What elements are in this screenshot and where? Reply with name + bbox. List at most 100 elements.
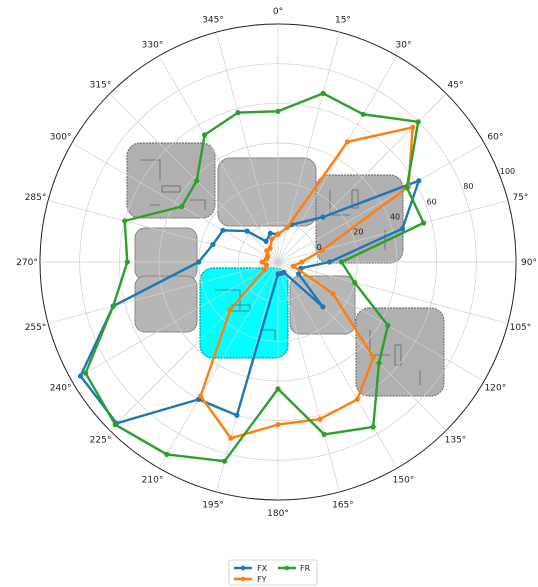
- data-point: [352, 279, 358, 286]
- angle-tick-label: 300°: [50, 133, 72, 143]
- data-point: [370, 354, 376, 360]
- data-point: [228, 435, 234, 441]
- data-point: [344, 139, 350, 145]
- data-point: [235, 110, 241, 116]
- data-point: [275, 108, 281, 114]
- angle-tick-label: 45°: [448, 81, 464, 91]
- data-point: [330, 291, 336, 297]
- angle-tick-label: 210°: [142, 475, 164, 485]
- legend-entry-fr: FR: [278, 564, 311, 573]
- angle-tick-label: 30°: [396, 41, 412, 51]
- data-point: [385, 322, 391, 329]
- data-point: [263, 238, 269, 244]
- angle-tick-label: 330°: [142, 41, 164, 51]
- angular-gridline: [277, 261, 485, 382]
- angular-gridline: [277, 261, 508, 324]
- radial-tick-label: 40: [390, 212, 400, 221]
- angle-tick-label: 75°: [512, 193, 528, 203]
- angle-tick-label: 90°: [521, 258, 537, 268]
- data-point: [124, 259, 130, 265]
- angle-tick-label: 120°: [485, 384, 507, 394]
- legend: FX FY FR: [228, 559, 318, 586]
- legend-label-fy: FY: [257, 575, 267, 584]
- data-point: [320, 90, 326, 96]
- angle-tick-label: 285°: [25, 193, 47, 203]
- angle-tick-label: 60°: [487, 133, 503, 143]
- data-point: [275, 386, 281, 392]
- data-point: [110, 303, 116, 309]
- angular-gridline: [48, 200, 279, 263]
- angle-tick-label: 105°: [510, 323, 532, 333]
- pad: [217, 157, 317, 227]
- pad: [134, 227, 198, 281]
- angular-gridline: [277, 261, 447, 431]
- angular-gridline: [277, 200, 508, 263]
- data-point: [77, 373, 84, 379]
- data-point: [222, 458, 228, 464]
- data-point: [399, 226, 406, 232]
- radial-tick-label: 80: [463, 182, 473, 191]
- legend-label-fr: FR: [300, 564, 311, 573]
- data-point: [202, 132, 208, 138]
- data-point: [338, 259, 345, 265]
- data-point: [244, 228, 250, 234]
- data-point: [234, 412, 240, 418]
- data-point: [299, 259, 305, 265]
- angle-tick-label: 180°: [267, 509, 289, 519]
- data-point: [259, 259, 265, 265]
- angular-gridline: [158, 261, 279, 469]
- legend-entry-fy: FY: [234, 575, 267, 584]
- data-point: [275, 271, 281, 277]
- data-point: [376, 360, 382, 366]
- polar-grid: [39, 23, 517, 501]
- angle-tick-label: 195°: [202, 500, 224, 510]
- radial-tick-label: 0: [317, 243, 322, 252]
- data-point: [415, 119, 421, 125]
- pad: [134, 275, 198, 333]
- pad: [126, 142, 216, 219]
- series-layer: [77, 90, 427, 464]
- data-point: [112, 422, 118, 428]
- radial-tick-label: 60: [427, 197, 437, 206]
- data-point: [317, 416, 323, 422]
- angular-gridline: [277, 142, 485, 263]
- data-point: [261, 267, 267, 273]
- angle-tick-label: 135°: [445, 435, 467, 445]
- data-point: [83, 370, 89, 376]
- legend-label-fx: FX: [257, 564, 268, 573]
- angle-tick-label: 345°: [202, 16, 224, 26]
- data-point: [122, 218, 128, 224]
- data-point: [404, 185, 410, 191]
- data-point: [320, 214, 326, 220]
- series-line-fx: [79, 179, 420, 425]
- legend-entry-fx: FX: [234, 564, 268, 573]
- radial-tick-label: 20: [353, 228, 363, 237]
- angular-gridline: [48, 261, 279, 324]
- angular-gridline: [109, 261, 279, 431]
- angular-gridline: [71, 142, 279, 263]
- angular-gridline: [277, 261, 340, 492]
- angle-tick-label: 15°: [335, 16, 351, 26]
- angle-tick-label: 165°: [332, 500, 354, 510]
- angular-gridline: [71, 261, 279, 382]
- angular-gridline: [277, 55, 398, 263]
- data-point: [321, 431, 327, 437]
- data-point: [198, 393, 204, 399]
- data-point: [290, 263, 296, 269]
- data-point: [275, 422, 281, 428]
- data-point: [220, 227, 226, 233]
- data-point: [354, 396, 360, 402]
- data-point: [196, 259, 202, 265]
- data-point: [275, 231, 281, 237]
- angle-tick-label: 225°: [90, 435, 112, 445]
- data-point: [194, 178, 200, 184]
- data-point: [227, 307, 233, 313]
- series-fr: [83, 90, 427, 464]
- data-point: [421, 220, 427, 226]
- angle-tick-label: 270°: [16, 258, 38, 268]
- angular-gridline: [158, 55, 279, 263]
- data-point: [327, 259, 333, 265]
- data-point: [265, 253, 271, 259]
- data-point: [267, 230, 273, 236]
- axis-labels: 0° 15° 30° 45° 60° 75° 90° 105° 120° 135° 150° 165°…: [16, 7, 537, 519]
